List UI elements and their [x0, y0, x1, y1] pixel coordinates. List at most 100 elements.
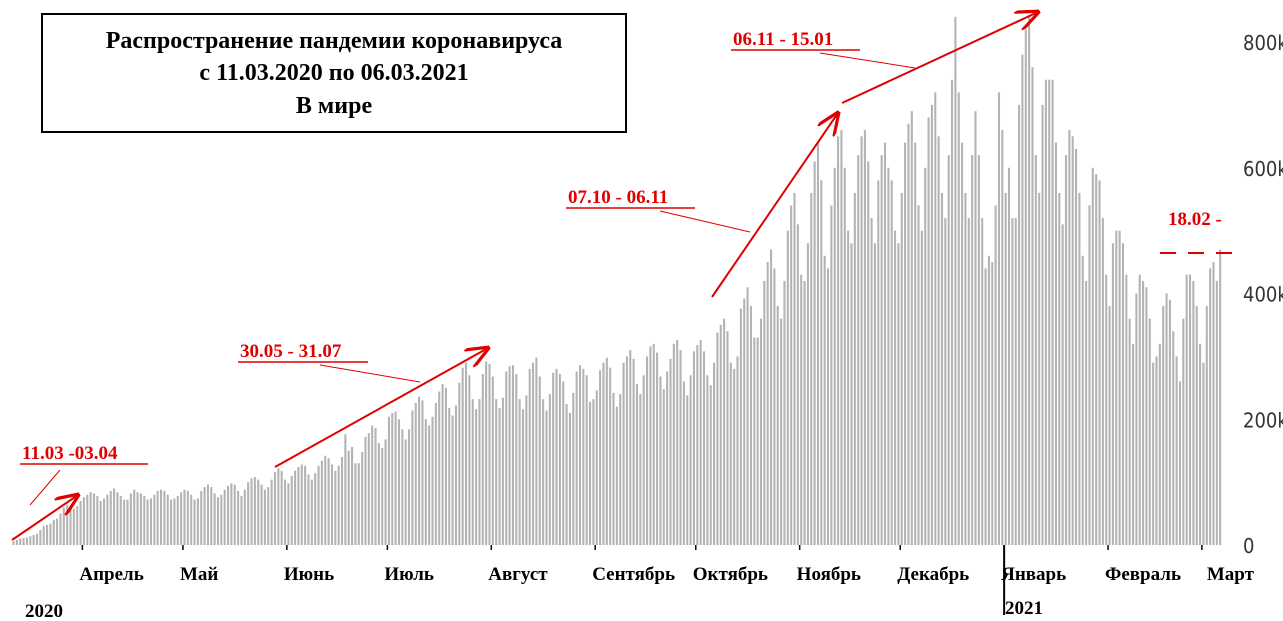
bar	[535, 357, 538, 545]
bar	[123, 499, 126, 545]
title: Распространение пандемии коронавируса	[106, 28, 563, 54]
bar	[602, 362, 605, 545]
annotation: 06.11 - 15.01	[733, 29, 833, 50]
bar	[659, 376, 662, 545]
bar	[1125, 274, 1128, 545]
bar	[582, 368, 585, 545]
bar	[639, 394, 642, 545]
bar	[699, 340, 702, 545]
bar	[153, 494, 156, 545]
bar	[706, 375, 709, 545]
bar	[897, 243, 900, 545]
bar	[206, 484, 209, 545]
y-tick-label: 600k	[1243, 157, 1283, 181]
bar	[126, 499, 129, 545]
bar	[518, 399, 521, 545]
bar	[139, 493, 142, 545]
bar	[645, 356, 649, 545]
bar	[599, 370, 602, 545]
bar	[1212, 262, 1215, 545]
bar	[954, 16, 957, 546]
bar	[716, 332, 719, 545]
bar	[1095, 174, 1098, 545]
bar	[203, 487, 206, 545]
bar	[1219, 249, 1222, 546]
bar	[324, 455, 327, 545]
leader-line	[819, 52, 916, 69]
bar	[32, 534, 35, 545]
bar	[113, 488, 116, 545]
bar	[501, 397, 504, 545]
bar	[62, 507, 65, 545]
title: с 11.03.2020 по 06.03.2021	[199, 60, 468, 86]
bar	[880, 155, 883, 546]
bar	[320, 460, 323, 545]
bar	[438, 391, 441, 545]
bar	[488, 363, 491, 545]
bar	[76, 506, 79, 545]
bar	[585, 375, 588, 545]
trend-arrow	[841, 12, 1038, 104]
bar	[619, 394, 622, 545]
bar	[414, 402, 417, 545]
bar	[86, 494, 89, 545]
bar	[1044, 79, 1047, 545]
bar	[578, 365, 582, 545]
bar	[568, 412, 571, 545]
bar	[1098, 180, 1101, 545]
bar	[330, 464, 333, 545]
bar	[56, 518, 59, 545]
bar	[384, 439, 387, 545]
bar	[240, 495, 243, 545]
bar	[1054, 142, 1057, 545]
bar	[471, 399, 474, 545]
bar	[719, 324, 722, 545]
bar	[605, 357, 608, 545]
bar	[377, 443, 380, 545]
bar	[1145, 287, 1148, 545]
bar	[270, 479, 273, 545]
bar	[12, 541, 15, 545]
bar	[35, 533, 39, 545]
bar	[508, 366, 511, 545]
bar	[253, 477, 256, 545]
bar	[304, 465, 307, 545]
bar	[676, 340, 679, 545]
bar	[99, 500, 102, 545]
y-tick-label: 0	[1243, 534, 1254, 558]
bar	[1075, 148, 1078, 545]
bar	[793, 192, 796, 545]
bar	[283, 479, 287, 545]
bar	[515, 373, 518, 545]
bar	[1158, 343, 1161, 545]
bar	[840, 130, 843, 545]
bar	[381, 448, 384, 545]
bar	[418, 396, 421, 545]
bar	[354, 463, 357, 545]
bar	[237, 490, 240, 545]
annotation: 18.02 -	[1168, 209, 1222, 230]
bar	[334, 470, 337, 545]
bar	[776, 306, 779, 545]
bar	[525, 395, 528, 545]
bar	[870, 218, 873, 546]
bar	[233, 484, 236, 545]
bar	[116, 492, 119, 545]
bar	[833, 167, 836, 545]
bar	[803, 280, 806, 545]
bar	[894, 230, 897, 545]
bar	[971, 155, 974, 546]
bar	[1031, 67, 1034, 546]
bar	[371, 425, 374, 545]
bar	[629, 350, 632, 545]
bar	[1121, 243, 1125, 545]
bar	[49, 523, 52, 545]
bar	[1132, 343, 1135, 545]
bar	[391, 412, 394, 545]
bar	[994, 205, 997, 545]
bar	[314, 473, 317, 545]
bar	[22, 538, 25, 545]
bar	[783, 280, 786, 545]
bar	[39, 529, 42, 545]
